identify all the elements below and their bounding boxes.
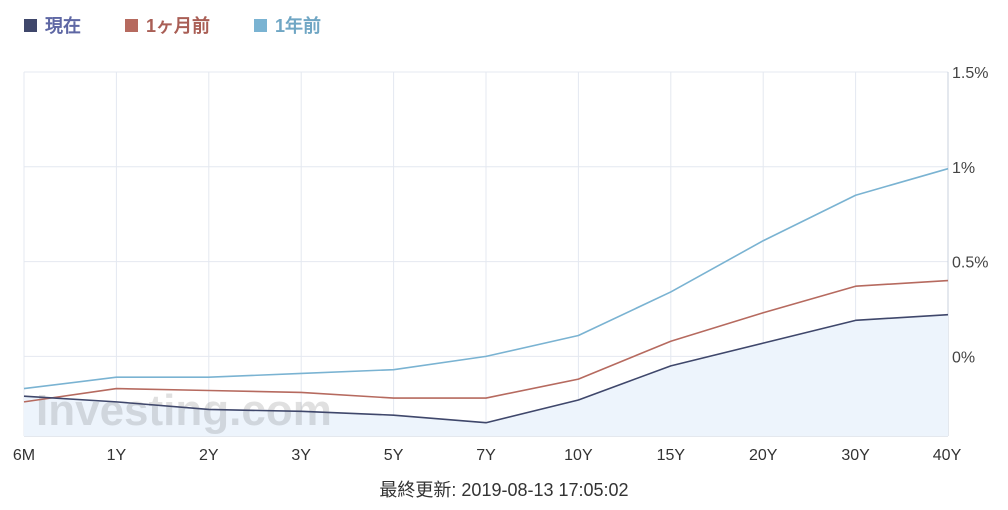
legend-label-month-ago: 1ヶ月前 bbox=[146, 16, 211, 36]
area-fill-current bbox=[24, 314, 948, 436]
legend-swatch-month-ago bbox=[125, 18, 138, 32]
y-tick-label: 1.5% bbox=[952, 65, 988, 82]
y-tick-label: 0.5% bbox=[952, 255, 988, 272]
x-tick-label: 10Y bbox=[564, 447, 593, 464]
x-tick-label: 6M bbox=[13, 447, 35, 464]
x-tick-label: 5Y bbox=[384, 447, 404, 464]
x-tick-label: 1Y bbox=[107, 447, 127, 464]
x-tick-label: 2Y bbox=[199, 447, 219, 464]
series-line-0 bbox=[23, 313, 949, 424]
series-line-1 bbox=[23, 279, 949, 403]
series-line-2 bbox=[23, 167, 949, 390]
legend-item-current[interactable]: 現在 bbox=[24, 12, 81, 38]
legend-label-year-ago: 1年前 bbox=[275, 16, 322, 36]
legend: 現在 1ヶ月前 1年前 bbox=[24, 12, 321, 38]
last-updated: 最終更新: 2019-08-13 17:05:02 bbox=[379, 480, 629, 500]
x-tick-label: 7Y bbox=[476, 447, 496, 464]
x-tick-label: 15Y bbox=[657, 447, 686, 464]
legend-item-month-ago[interactable]: 1ヶ月前 bbox=[125, 12, 210, 38]
x-tick-label: 40Y bbox=[933, 447, 962, 464]
x-tick-label: 20Y bbox=[749, 447, 778, 464]
x-tick-label: 30Y bbox=[841, 447, 870, 464]
legend-label-current: 現在 bbox=[45, 16, 81, 36]
legend-item-year-ago[interactable]: 1年前 bbox=[254, 12, 321, 38]
legend-swatch-current bbox=[24, 18, 37, 32]
x-tick-label: 3Y bbox=[291, 447, 311, 464]
y-tick-label: 1% bbox=[952, 160, 975, 177]
y-tick-label: 0% bbox=[952, 349, 975, 366]
legend-swatch-year-ago bbox=[254, 18, 268, 32]
